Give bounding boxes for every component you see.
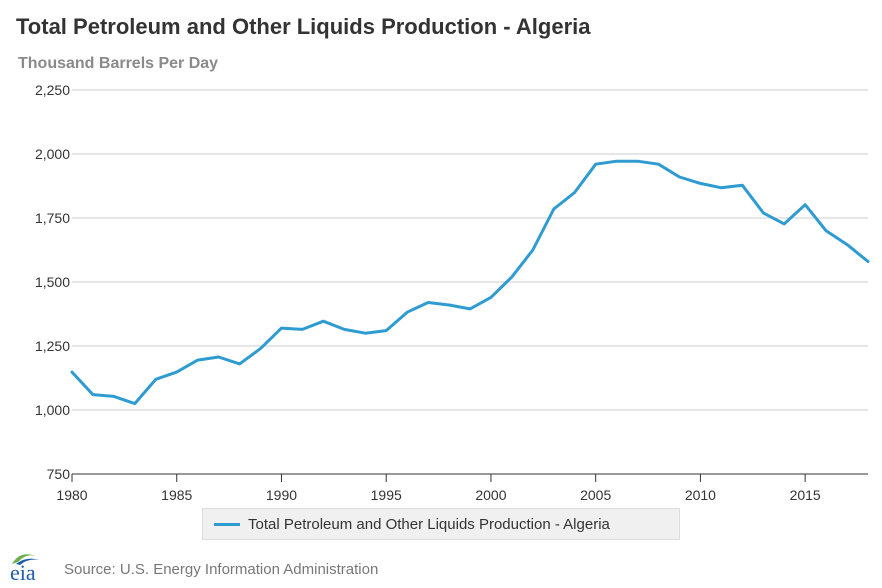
legend[interactable]: Total Petroleum and Other Liquids Produc…	[202, 508, 680, 540]
y-axis-tick-labels: 750 1,000 1,250 1,500 1,750 2,000 2,250	[35, 82, 70, 482]
y-tick-label: 1,500	[35, 274, 70, 290]
x-tick-label: 2010	[685, 487, 716, 503]
eia-logo-icon: eia	[10, 554, 40, 584]
series-layer	[70, 159, 870, 406]
y-tick-label: 1,250	[35, 338, 70, 354]
series-line	[70, 159, 870, 406]
x-axis: 1980 1985 1990 1995 2000 2005 2010 2015	[56, 473, 868, 503]
x-tick-label: 1980	[56, 487, 87, 503]
y-tick-label: 750	[47, 466, 71, 482]
x-tick-label: 2015	[790, 487, 821, 503]
logo-leaf-green	[12, 554, 36, 564]
x-tick-label: 2000	[475, 487, 506, 503]
y-tick-label: 1,000	[35, 402, 70, 418]
x-tick-label: 2005	[580, 487, 611, 503]
legend-swatch	[214, 522, 240, 526]
logo-leaf-blue	[16, 558, 40, 565]
y-tick-label: 1,750	[35, 210, 70, 226]
logo-text: eia	[10, 560, 36, 584]
y-tick-label: 2,000	[35, 146, 70, 162]
chart-subtitle: Thousand Barrels Per Day	[18, 55, 219, 72]
y-tick-label: 2,250	[35, 82, 70, 98]
gridlines	[72, 89, 868, 411]
x-tick-label: 1995	[371, 487, 402, 503]
x-tick-label: 1985	[161, 487, 192, 503]
legend-label: Total Petroleum and Other Liquids Produc…	[248, 515, 610, 533]
x-tick-label: 1990	[266, 487, 297, 503]
chart-title: Total Petroleum and Other Liquids Produc…	[16, 14, 591, 39]
source-note: Source: U.S. Energy Information Administ…	[64, 561, 379, 578]
